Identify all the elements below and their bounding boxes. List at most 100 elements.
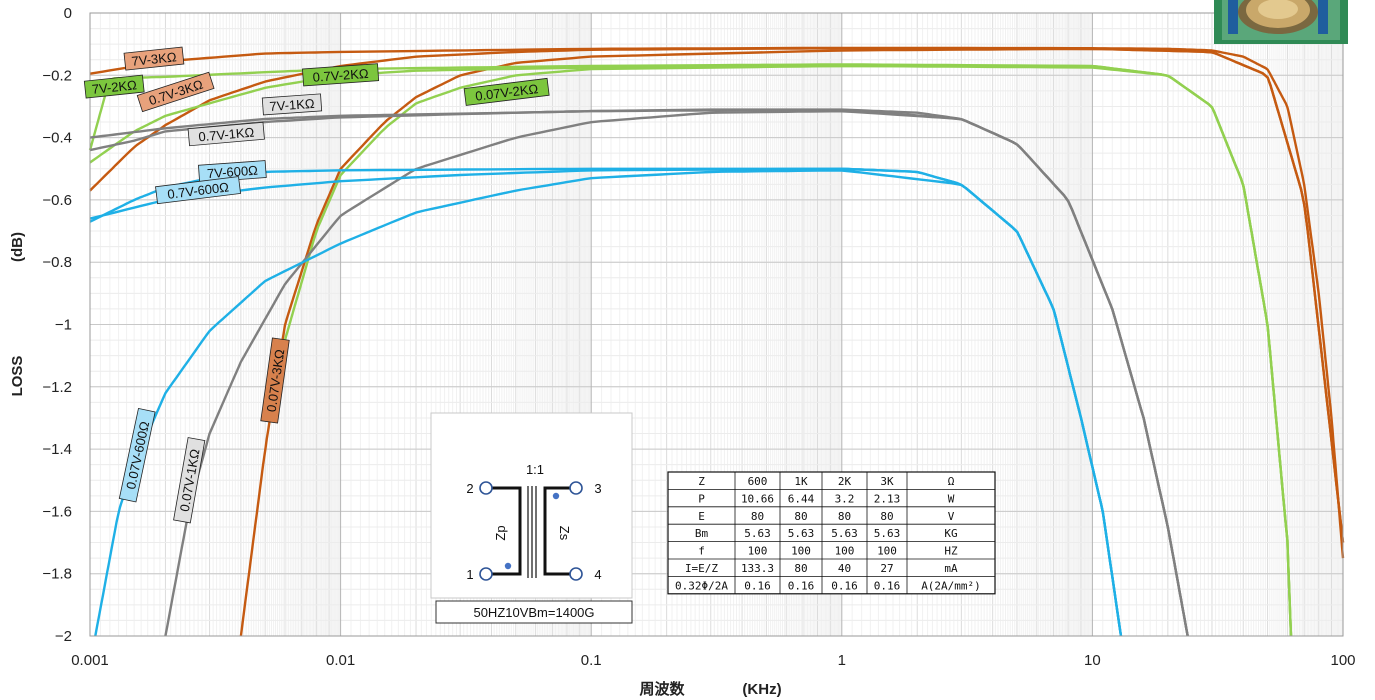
series-annotation: 7V-3KΩ <box>123 46 185 71</box>
spec-table-cell: 5.63 <box>831 527 858 540</box>
series-annotation: 7V-1KΩ <box>261 93 323 116</box>
series-annotation: 0.07V-2KΩ <box>463 77 550 106</box>
y-tick-label: −1.4 <box>42 441 72 458</box>
spec-table-cell: 27 <box>880 562 893 575</box>
spec-table-cell: 5.63 <box>788 527 815 540</box>
annotation-text: 7V-3KΩ <box>131 49 178 69</box>
spec-table-cell: I=E/Z <box>685 562 718 575</box>
y-tick-label: −1.6 <box>42 503 72 520</box>
caption-box <box>435 600 633 624</box>
x-tick-label: 0.1 <box>581 652 602 669</box>
annotation-text: 7V-2KΩ <box>91 77 138 97</box>
spec-table-cell: 1K <box>794 475 808 488</box>
x-tick-label: 100 <box>1330 652 1355 669</box>
pin-2-terminal <box>479 481 493 495</box>
y-tick-label: −0.8 <box>42 254 72 271</box>
series-annotation: 0.7V-600Ω <box>155 176 242 205</box>
y-tick-label: −1.2 <box>42 379 72 396</box>
spec-table-cell: A(2A/mm²) <box>921 579 981 592</box>
plot-frame <box>89 12 1344 637</box>
annotation-text: 7V-600Ω <box>206 163 258 182</box>
spec-table-cell: 100 <box>877 545 897 558</box>
y-tick-labels: 0 −0.2 −0.4 −0.6 −0.8 −1 −1.2 −1.4 −1.6 −1.8 −2 <box>42 5 72 645</box>
spec-table-cell: E <box>698 510 705 523</box>
x-tick-label: 0.01 <box>326 652 355 669</box>
spec-table-cell: mA <box>944 562 958 575</box>
transformer-photo-icon <box>1214 0 1348 44</box>
series-line-0.07V-600Ω <box>94 169 1123 637</box>
spec-table-frame <box>667 471 996 595</box>
series-annotation: 0.7V-1KΩ <box>187 121 265 147</box>
y-tick-label: 0 <box>64 5 72 22</box>
spec-table-cell: 100 <box>748 545 768 558</box>
annotation-text: 7V-1KΩ <box>269 96 315 114</box>
spec-table-cell: 100 <box>835 545 855 558</box>
x-tick-labels: 0.001 0.01 0.1 1 10 100 <box>71 652 1355 669</box>
diagram-caption: 50HZ10VBm=1400G <box>473 605 594 620</box>
spec-table-cell: 80 <box>751 510 764 523</box>
annotation-box <box>187 121 265 147</box>
spec-table: Z 600 1K 2K 3K Ω P 10.66 6.44 3.2 2.13 W E 80 80 80 80 V B… <box>667 471 996 595</box>
y-tick-label: −1.8 <box>42 566 72 583</box>
pin-1-label: 1 <box>466 567 473 582</box>
series-annotation: 7V-2KΩ <box>83 74 145 99</box>
spec-table-cell: 40 <box>838 562 851 575</box>
series-annotation: 0.07V-3KΩ <box>260 337 290 424</box>
pin-1-terminal <box>479 567 493 581</box>
spec-table-cell: P <box>698 492 705 505</box>
spec-table-cell: 2.13 <box>874 492 901 505</box>
spec-table-cell: 5.63 <box>874 527 901 540</box>
spec-table-cell: 6.44 <box>788 492 815 505</box>
series-layer <box>88 46 1345 637</box>
y-tick-label: −2 <box>55 628 72 645</box>
annotation-text: 0.7V-1KΩ <box>198 125 255 145</box>
secondary-label: Zs <box>557 526 572 541</box>
annotation-box <box>261 93 323 116</box>
y-tick-label: −0.4 <box>42 130 72 147</box>
spec-table-cell: 0.16 <box>788 579 815 592</box>
spec-table-cell: V <box>948 510 955 523</box>
series-line-0.07V-2KΩ <box>283 64 1293 637</box>
polarity-dot-primary <box>504 562 512 570</box>
primary-label: Zp <box>493 525 508 540</box>
annotation-box <box>173 437 206 524</box>
annotation-box <box>83 74 145 99</box>
spec-table-cell: 133.3 <box>741 562 774 575</box>
pin-4-terminal <box>569 567 583 581</box>
x-axis-title: 周波数 <box>639 680 685 698</box>
turns-ratio: 1:1 <box>526 462 544 477</box>
series-annotation: 7V-600Ω <box>198 160 267 183</box>
pin-3-terminal <box>569 481 583 495</box>
spec-table-cell: 0.16 <box>874 579 901 592</box>
y-axis-title: LOSS <box>9 356 26 397</box>
spec-table-cell: 0.16 <box>744 579 771 592</box>
spec-table-cell: Ω <box>948 475 955 488</box>
spec-table-cell: 0.16 <box>831 579 858 592</box>
spec-table-cell: 0.32Φ/2A <box>675 579 728 592</box>
pin-4-label: 4 <box>594 567 601 582</box>
pin-3-label: 3 <box>594 481 601 496</box>
spec-table-cell: 2K <box>838 475 852 488</box>
spec-table-cell: Bm <box>695 527 709 540</box>
polarity-dot-secondary <box>552 492 560 500</box>
annotation-box <box>463 77 550 106</box>
annotation-box <box>302 63 380 87</box>
spec-table-cell: 5.63 <box>744 527 771 540</box>
series-line-7V-3KΩ <box>89 46 1345 559</box>
annotation-box <box>118 407 156 503</box>
y-tick-label: −1 <box>55 317 72 334</box>
annotation-box <box>155 176 242 205</box>
spec-table-cell: KG <box>944 527 957 540</box>
annotation-box <box>136 71 215 113</box>
x-tick-label: 0.001 <box>71 652 109 669</box>
series-annotation: 0.7V-2KΩ <box>302 63 380 87</box>
spec-table-cell: 80 <box>794 562 807 575</box>
spec-table-cell: 3K <box>880 475 894 488</box>
spec-table-cell: Z <box>698 475 705 488</box>
spec-table-cell: f <box>698 545 705 558</box>
annotation-box <box>260 337 290 424</box>
spec-table-cell: 100 <box>791 545 811 558</box>
annotation-text: 0.7V-2KΩ <box>312 66 369 85</box>
series-line-0.07V-1KΩ <box>164 110 1189 637</box>
